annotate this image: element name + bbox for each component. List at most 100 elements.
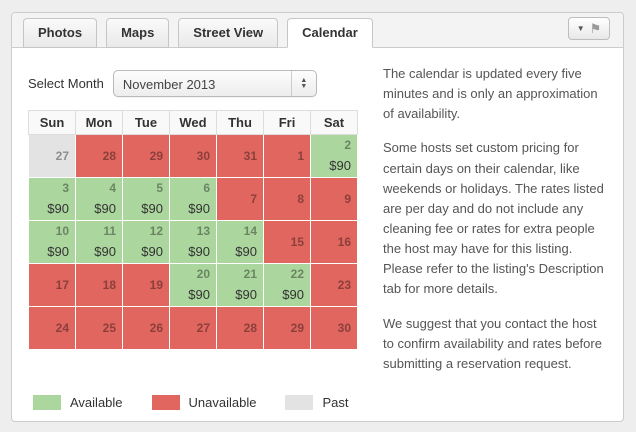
legend: Available Unavailable Past [33, 395, 368, 410]
day-number: 30 [196, 148, 210, 163]
calendar-header: Sun Mon Tue Wed Thu Fri Sat [28, 110, 358, 135]
calendar-column: Select Month November 2013 ▲ ▼ Sun Mon T… [28, 64, 368, 410]
day-number: 15 [290, 234, 304, 249]
calendar-day-cell-11: 11 $90 [75, 220, 123, 264]
calendar-day-cell-13: 13 $90 [169, 220, 217, 264]
calendar-day-cell-30: 30 [310, 306, 358, 350]
day-number: 1 [297, 148, 304, 163]
calendar-day-cell-30: 30 [169, 134, 217, 178]
calendar-tab-content: Select Month November 2013 ▲ ▼ Sun Mon T… [12, 48, 623, 410]
day-number: 16 [337, 234, 351, 249]
day-number: 12 [149, 224, 163, 238]
day-number: 27 [196, 320, 210, 335]
calendar-day-cell-18: 18 [75, 263, 123, 307]
select-stepper-icon[interactable]: ▲ ▼ [290, 71, 316, 96]
day-price: $90 [235, 244, 257, 259]
flag-listing-button[interactable]: ▼ ⚑ [568, 17, 610, 40]
calendar-day-cell-29: 29 [122, 134, 170, 178]
calendar-day-cell-31: 31 [216, 134, 264, 178]
day-header-sat: Sat [310, 110, 358, 135]
calendar-day-cell-25: 25 [75, 306, 123, 350]
tab-bar: Photos Maps Street View Calendar ▼ ⚑ [12, 13, 623, 48]
calendar-week-row: 3 $90 4 $90 5 $90 6 $90 7 8 9 [28, 177, 358, 221]
calendar-day-cell-29: 29 [263, 306, 311, 350]
month-selector-row: Select Month November 2013 ▲ ▼ [28, 70, 368, 97]
day-number: 2 [344, 138, 351, 152]
calendar-week-row: 27 28 29 30 31 1 2 $90 [28, 134, 358, 178]
tab-street-view[interactable]: Street View [178, 18, 279, 48]
day-number: 30 [337, 320, 351, 335]
day-number: 5 [156, 181, 163, 195]
calendar-day-cell-22: 22 $90 [263, 263, 311, 307]
unavailable-swatch [151, 395, 180, 410]
day-number: 6 [203, 181, 210, 195]
info-paragraph: We suggest that you contact the host to … [383, 315, 602, 371]
calendar-day-cell-27: 27 [169, 306, 217, 350]
day-header-sun: Sun [28, 110, 76, 135]
available-swatch [33, 395, 61, 410]
month-select-value: November 2013 [122, 77, 216, 92]
tab-maps[interactable]: Maps [106, 18, 170, 48]
chevron-down-icon: ▼ [576, 23, 585, 33]
month-select-dropdown[interactable]: November 2013 ▲ ▼ [112, 70, 317, 97]
calendar-day-cell-15: 15 [263, 220, 311, 264]
day-number: 28 [243, 320, 257, 335]
day-number: 28 [102, 148, 116, 163]
calendar-day-cell-24: 24 [28, 306, 76, 350]
day-header-wed: Wed [169, 110, 217, 135]
day-number: 22 [290, 267, 304, 281]
day-price: $90 [47, 201, 69, 216]
day-number: 9 [344, 191, 351, 206]
info-paragraph: Some hosts set custom pricing for certai… [383, 140, 604, 297]
day-number: 11 [103, 224, 116, 238]
past-swatch [285, 395, 314, 410]
day-number: 27 [55, 148, 69, 163]
legend-label: Past [322, 395, 349, 410]
calendar-week-row: 24 25 26 27 28 29 30 [28, 306, 358, 350]
day-number: 10 [55, 224, 69, 238]
info-paragraph: The calendar is updated every five minut… [383, 66, 598, 122]
calendar-day-cell-19: 19 [122, 263, 170, 307]
calendar-day-cell-9: 9 [310, 177, 358, 221]
legend-label: Available [70, 395, 123, 410]
calendar-day-cell-5: 5 $90 [122, 177, 170, 221]
day-header-mon: Mon [75, 110, 123, 135]
calendar-day-cell-1: 1 [263, 134, 311, 178]
day-number: 13 [196, 224, 210, 238]
legend-label: Unavailable [188, 395, 257, 410]
arrow-up-icon: ▲ [300, 76, 308, 84]
calendar-day-cell-16: 16 [310, 220, 358, 264]
calendar-body: 27 28 29 30 31 1 2 $90 3 $90 4 $90 5 $90 6 $90 7 8 9 10 $90 1… [28, 134, 358, 350]
day-header-fri: Fri [263, 110, 311, 135]
listing-panel: Photos Maps Street View Calendar ▼ ⚑ Sel… [11, 12, 624, 422]
day-number: 8 [297, 191, 304, 206]
calendar-day-cell-3: 3 $90 [28, 177, 76, 221]
calendar-header-row: Sun Mon Tue Wed Thu Fri Sat [28, 110, 358, 135]
tab-calendar[interactable]: Calendar [287, 18, 373, 48]
day-number: 18 [102, 277, 116, 292]
day-number: 19 [149, 277, 163, 292]
day-number: 31 [243, 148, 257, 163]
day-number: 25 [102, 320, 116, 335]
calendar-day-cell-20: 20 $90 [169, 263, 217, 307]
day-number: 14 [243, 224, 257, 238]
calendar-day-cell-28: 28 [216, 306, 264, 350]
calendar-day-cell-6: 6 $90 [169, 177, 217, 221]
day-price: $90 [47, 244, 69, 259]
day-price: $90 [188, 244, 210, 259]
calendar-day-cell-27: 27 [28, 134, 76, 178]
day-price: $90 [188, 201, 210, 216]
calendar-day-cell-17: 17 [28, 263, 76, 307]
day-price: $90 [141, 201, 163, 216]
day-price: $90 [282, 287, 304, 302]
calendar-week-row: 10 $90 11 $90 12 $90 13 $90 14 $90 15 16 [28, 220, 358, 264]
day-number: 7 [250, 191, 257, 206]
calendar-day-cell-26: 26 [122, 306, 170, 350]
calendar-day-cell-14: 14 $90 [216, 220, 264, 264]
calendar-day-cell-8: 8 [263, 177, 311, 221]
legend-item-unavailable: Unavailable [151, 395, 257, 410]
calendar-day-cell-2: 2 $90 [310, 134, 358, 178]
day-number: 20 [196, 267, 210, 281]
day-number: 23 [337, 277, 351, 292]
tab-photos[interactable]: Photos [23, 18, 98, 48]
